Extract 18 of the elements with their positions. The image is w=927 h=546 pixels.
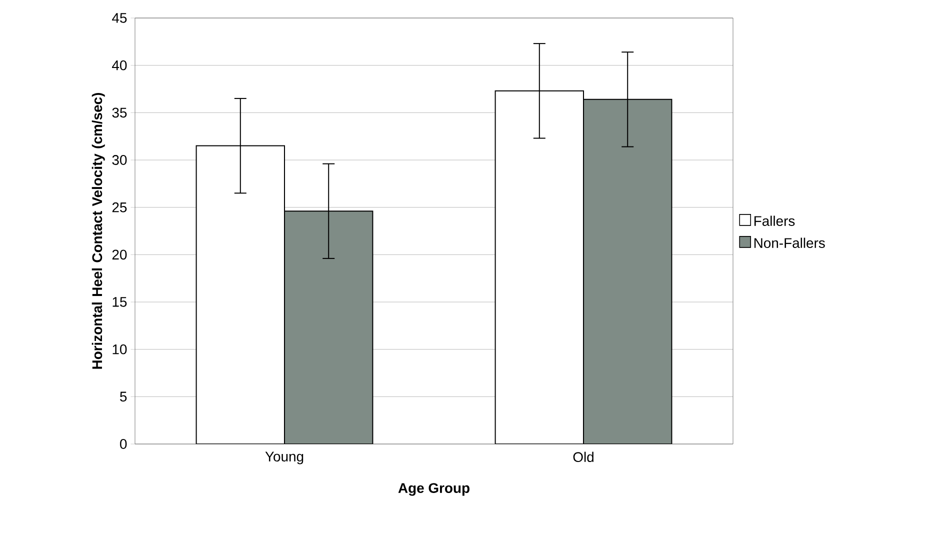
y-tick-label: 30 (112, 155, 127, 165)
text: Fallers (754, 216, 795, 226)
bar (284, 210, 374, 444)
x-tick-label: Young (265, 452, 304, 464)
y-tick-label: 10 (112, 344, 127, 354)
y-tick-label: 0 (120, 439, 127, 449)
y-axis-title: Horizontal Heel Contact Velocity (cm/sec) (92, 92, 105, 369)
y-tick-label: 20 (112, 250, 127, 260)
y-tick-label: 15 (112, 297, 127, 307)
y-tick-label: 35 (112, 108, 127, 118)
y-tick-label: 40 (112, 60, 127, 70)
y-tick-label: 45 (112, 13, 127, 23)
y-tick-label: 25 (112, 202, 127, 212)
x-axis-title: Age Group (398, 483, 470, 496)
x-tick-label: Old (573, 452, 594, 462)
legend-label: Non-Fallers (754, 238, 825, 248)
bar (583, 98, 672, 444)
y-tick-label: 5 (120, 392, 127, 402)
